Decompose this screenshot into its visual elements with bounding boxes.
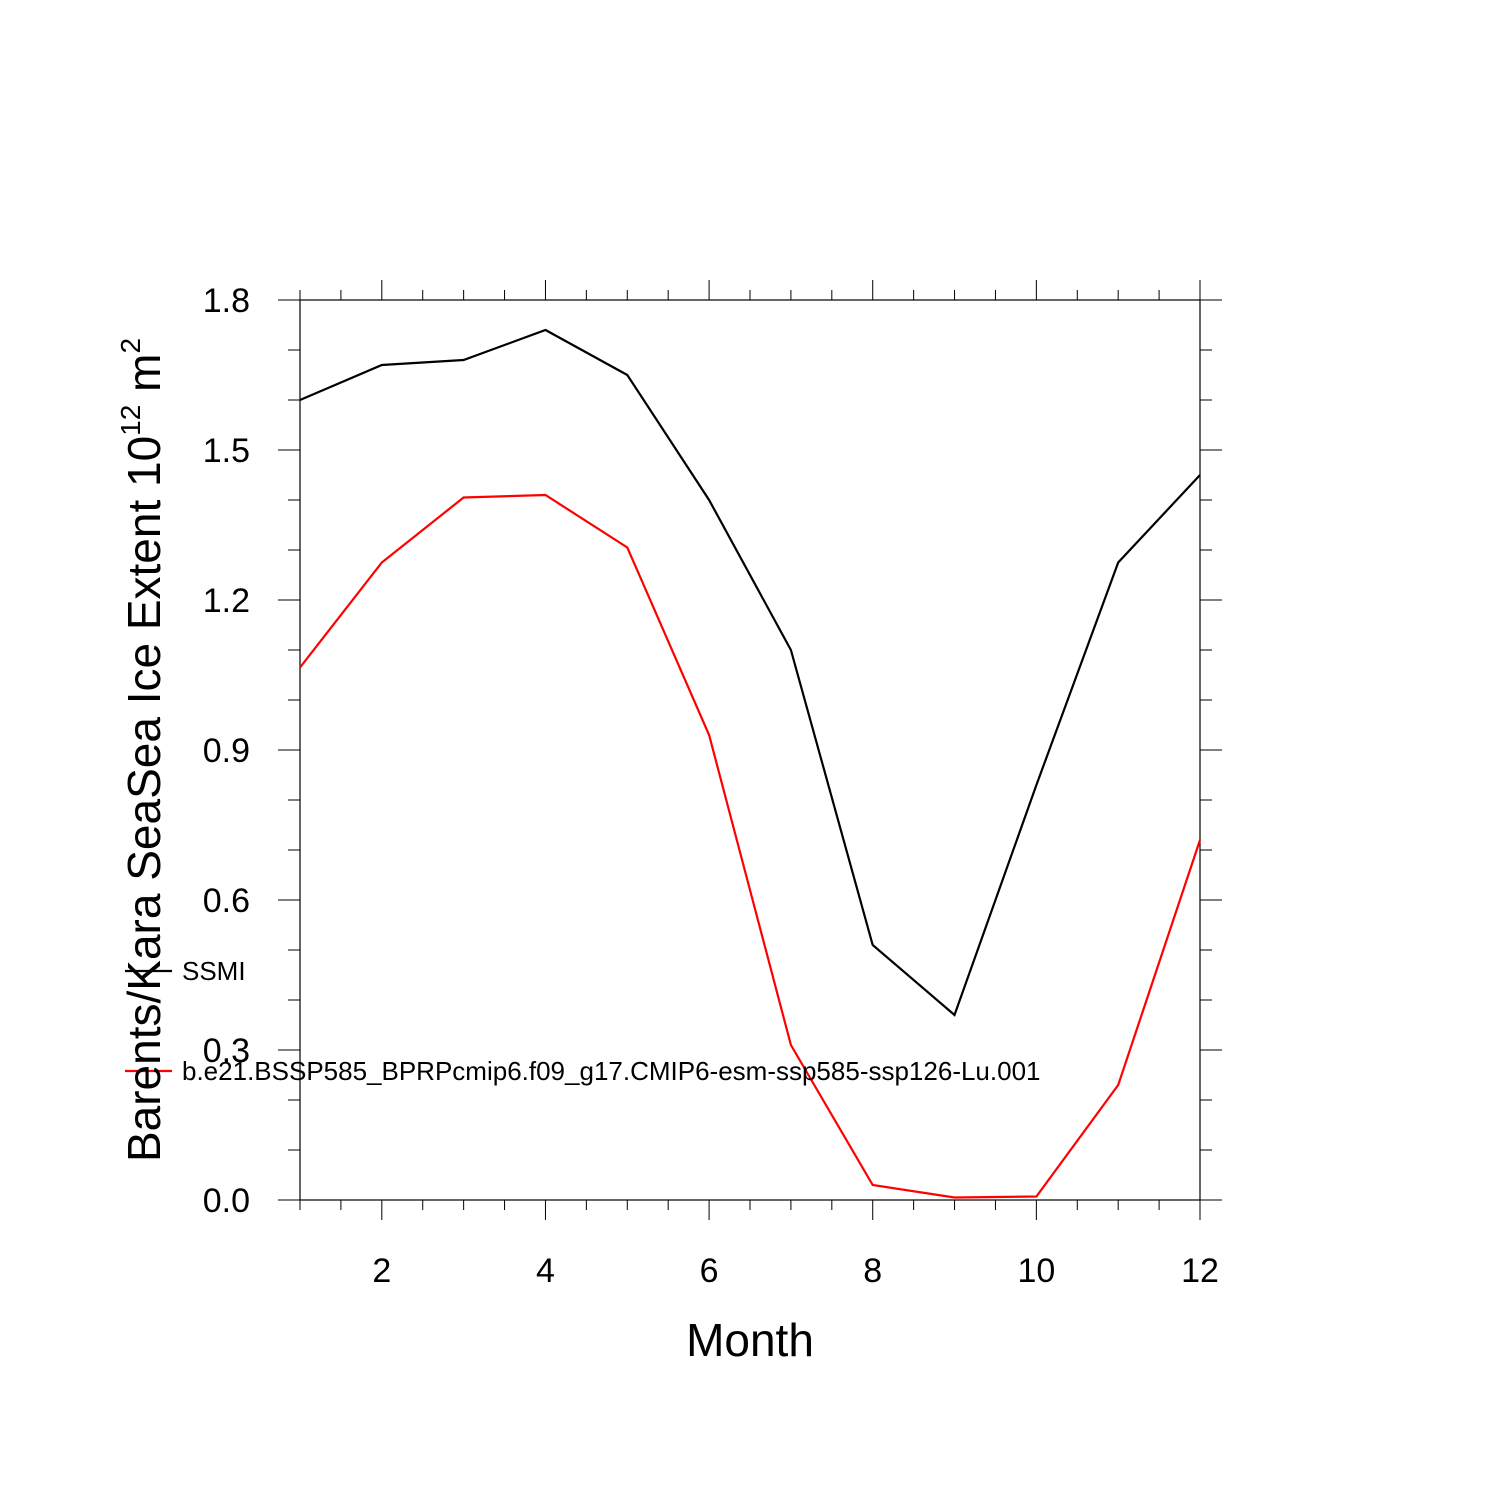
y-axis-title-unit: m — [118, 354, 170, 405]
y-tick-label: 1.8 — [203, 282, 250, 320]
tick-labels: 2 4 6 8 10 12 0.0 0.3 0.6 0.9 1.2 1.5 1.8 — [203, 282, 1219, 1290]
y-tick-label: 1.2 — [203, 582, 250, 620]
x-tick-label: 12 — [1181, 1252, 1219, 1290]
y-tick-label: 0.6 — [203, 882, 250, 920]
x-tick-label: 10 — [1017, 1252, 1055, 1290]
legend-label-2: b.e21.BSSP585_BPRPcmip6.f09_g17.CMIP6-es… — [182, 1056, 1041, 1086]
y-axis-title-main: Barents/Kara SeaSea Ice Extent 10 — [118, 436, 170, 1162]
axis-ticks — [278, 280, 1222, 1220]
x-tick-label: 6 — [700, 1252, 719, 1290]
series-line-1 — [299, 328, 1201, 1017]
legend-label-1: SSMI — [182, 956, 246, 986]
x-tick-label: 8 — [863, 1252, 882, 1290]
legend: SSMI b.e21.BSSP585_BPRPcmip6.f09_g17.CMIP… — [125, 956, 1041, 1086]
x-tick-label: 4 — [536, 1252, 555, 1290]
series-line-2 — [299, 493, 1202, 1199]
y-axis-title-exponent: 12 — [115, 405, 146, 436]
x-axis-title: Month — [686, 1314, 814, 1366]
y-tick-label: 1.5 — [203, 432, 250, 470]
y-axis-title: Barents/Kara SeaSea Ice Extent 1012 m2 — [115, 338, 170, 1162]
y-tick-label: 0.9 — [203, 732, 250, 770]
x-tick-label: 2 — [372, 1252, 391, 1290]
y-tick-label: 0.3 — [203, 1032, 250, 1070]
series-lines — [299, 328, 1202, 1199]
y-tick-label: 0.0 — [203, 1182, 250, 1220]
y-axis-title-unit-exponent: 2 — [115, 338, 146, 354]
